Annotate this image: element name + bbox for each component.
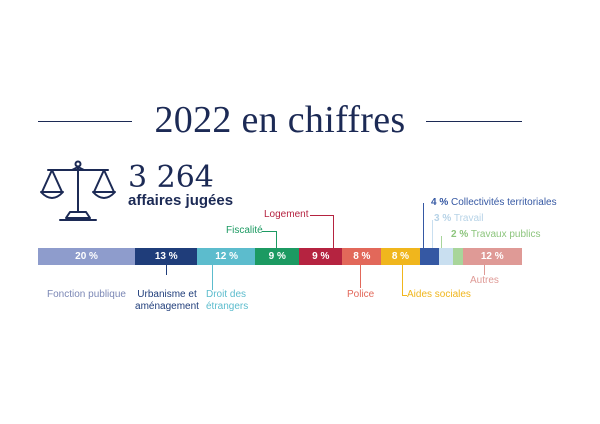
label-collectivites-name: Collectivités territoriales xyxy=(451,197,557,208)
leader-travail xyxy=(432,220,433,248)
scales-of-justice-icon xyxy=(40,160,116,221)
bar-segment-8 xyxy=(438,248,454,265)
leader-travaux-publics xyxy=(441,236,442,248)
title-rule-right xyxy=(426,121,522,122)
label-travaux-publics-pct: 2 % xyxy=(451,229,469,240)
bar-segment-1: 13 % xyxy=(134,248,198,265)
bar-segment-label-3: 9 % xyxy=(268,251,286,262)
leader-collectivites xyxy=(423,203,424,248)
bar-segment-label-5: 8 % xyxy=(353,251,371,262)
label-logement: Logement xyxy=(264,209,309,220)
bar-segment-6: 8 % xyxy=(380,248,420,265)
leader-droit-etrangers xyxy=(212,265,213,290)
bar-segment-4: 9 % xyxy=(298,248,343,265)
label-fonction-publique: Fonction publique xyxy=(47,289,126,300)
leader-logement-v xyxy=(333,215,334,248)
label-travaux-publics: 2 % Travaux publics xyxy=(451,229,541,241)
cases-count-label: affaires jugées xyxy=(128,192,234,209)
label-aides-sociales: Aides sociales xyxy=(407,289,471,300)
label-collectivites: 4 % Collectivités territoriales xyxy=(431,197,557,209)
label-travail: 3 % Travail xyxy=(434,213,483,225)
bar-segment-label-0: 20 % xyxy=(75,251,98,262)
bar-segment-0: 20 % xyxy=(38,248,136,265)
cases-count: 3 264 xyxy=(128,160,214,195)
leader-autres xyxy=(484,265,485,275)
label-fiscalite: Fiscalité xyxy=(226,225,263,236)
bar-segment-label-10: 12 % xyxy=(480,251,504,262)
label-droit-etrangers: Droit des étrangers xyxy=(206,289,254,313)
label-collectivites-pct: 4 % xyxy=(431,197,449,208)
label-police: Police xyxy=(347,289,375,300)
bar-segment-label-4: 9 % xyxy=(312,251,330,262)
leader-logement-h xyxy=(310,215,333,216)
bar-segment-3: 9 % xyxy=(255,248,300,265)
page-title: 2022 en chiffres xyxy=(154,99,406,141)
bar-segment-label-1: 13 % xyxy=(154,251,178,262)
leader-urbanisme xyxy=(166,265,167,275)
leader-police xyxy=(360,265,361,288)
label-travaux-publics-name: Travaux publics xyxy=(470,229,541,240)
bar-segment-10: 12 % xyxy=(463,248,522,265)
label-urbanisme: Urbanisme et aménagement xyxy=(130,289,204,313)
title-rule-left xyxy=(38,121,132,122)
bar-segment-2: 12 % xyxy=(197,248,256,265)
label-autres: Autres xyxy=(470,275,499,286)
leader-fiscalite-v xyxy=(276,231,277,248)
leader-fiscalite-h xyxy=(262,231,276,232)
bar-segment-label-6: 8 % xyxy=(391,251,410,262)
label-droit-etrangers-text: Droit des étrangers xyxy=(206,289,249,312)
bar-segment-label-2: 12 % xyxy=(215,251,239,262)
bar-segment-7 xyxy=(419,248,440,265)
bar-segment-9 xyxy=(453,248,464,265)
bar-segment-5: 8 % xyxy=(342,248,382,265)
label-travail-name: Travail xyxy=(453,213,484,224)
label-urbanisme-text: Urbanisme et aménagement xyxy=(135,289,199,312)
leader-aides-sociales-h xyxy=(402,295,407,296)
label-travail-pct: 3 % xyxy=(434,213,452,224)
leader-aides-sociales xyxy=(402,265,403,295)
